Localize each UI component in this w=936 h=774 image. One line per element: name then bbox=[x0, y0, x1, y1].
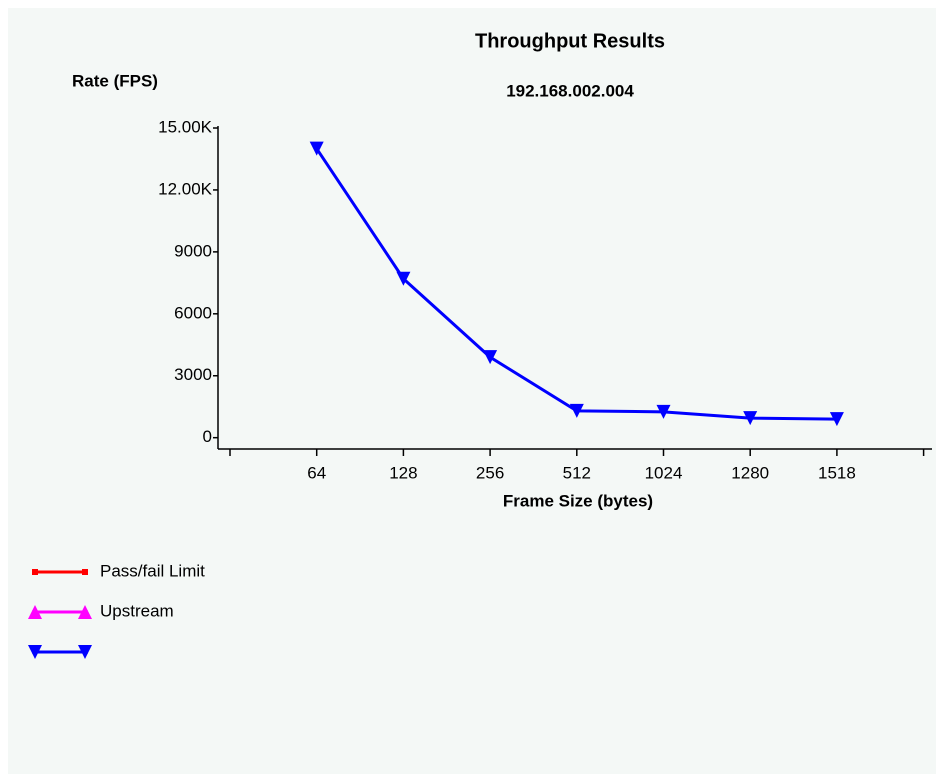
marker bbox=[569, 403, 584, 418]
background bbox=[8, 8, 936, 774]
x-tick-label: 1024 bbox=[645, 463, 683, 482]
y-tick-label: 3000 bbox=[174, 365, 212, 384]
marker bbox=[28, 645, 42, 659]
marker bbox=[396, 271, 411, 286]
legend-label: Pass/fail Limit bbox=[100, 561, 205, 580]
marker bbox=[82, 569, 88, 575]
y-axis-label: Rate (FPS) bbox=[72, 71, 158, 90]
x-tick-label: 128 bbox=[389, 463, 417, 482]
chart-title: Throughput Results bbox=[475, 30, 665, 52]
marker bbox=[28, 605, 42, 619]
chart-subtitle: 192.168.002.004 bbox=[506, 81, 634, 100]
x-tick-label: 256 bbox=[476, 463, 504, 482]
x-tick-label: 1280 bbox=[731, 463, 769, 482]
x-tick-label: 64 bbox=[307, 463, 326, 482]
marker bbox=[829, 412, 844, 427]
marker bbox=[32, 569, 38, 575]
marker bbox=[743, 411, 758, 426]
marker bbox=[656, 404, 671, 419]
x-tick-label: 512 bbox=[563, 463, 591, 482]
x-axis-label: Frame Size (bytes) bbox=[503, 491, 653, 510]
marker bbox=[78, 645, 92, 659]
y-tick-label: 6000 bbox=[174, 303, 212, 322]
x-tick-label: 1518 bbox=[818, 463, 856, 482]
legend-label: Upstream bbox=[100, 601, 174, 620]
y-tick-label: 12.00K bbox=[158, 179, 213, 198]
y-tick-label: 9000 bbox=[174, 241, 212, 260]
y-tick-label: 0 bbox=[203, 427, 212, 446]
marker bbox=[78, 605, 92, 619]
y-tick-label: 15.00K bbox=[158, 117, 213, 136]
marker bbox=[309, 141, 324, 156]
marker bbox=[483, 350, 498, 365]
